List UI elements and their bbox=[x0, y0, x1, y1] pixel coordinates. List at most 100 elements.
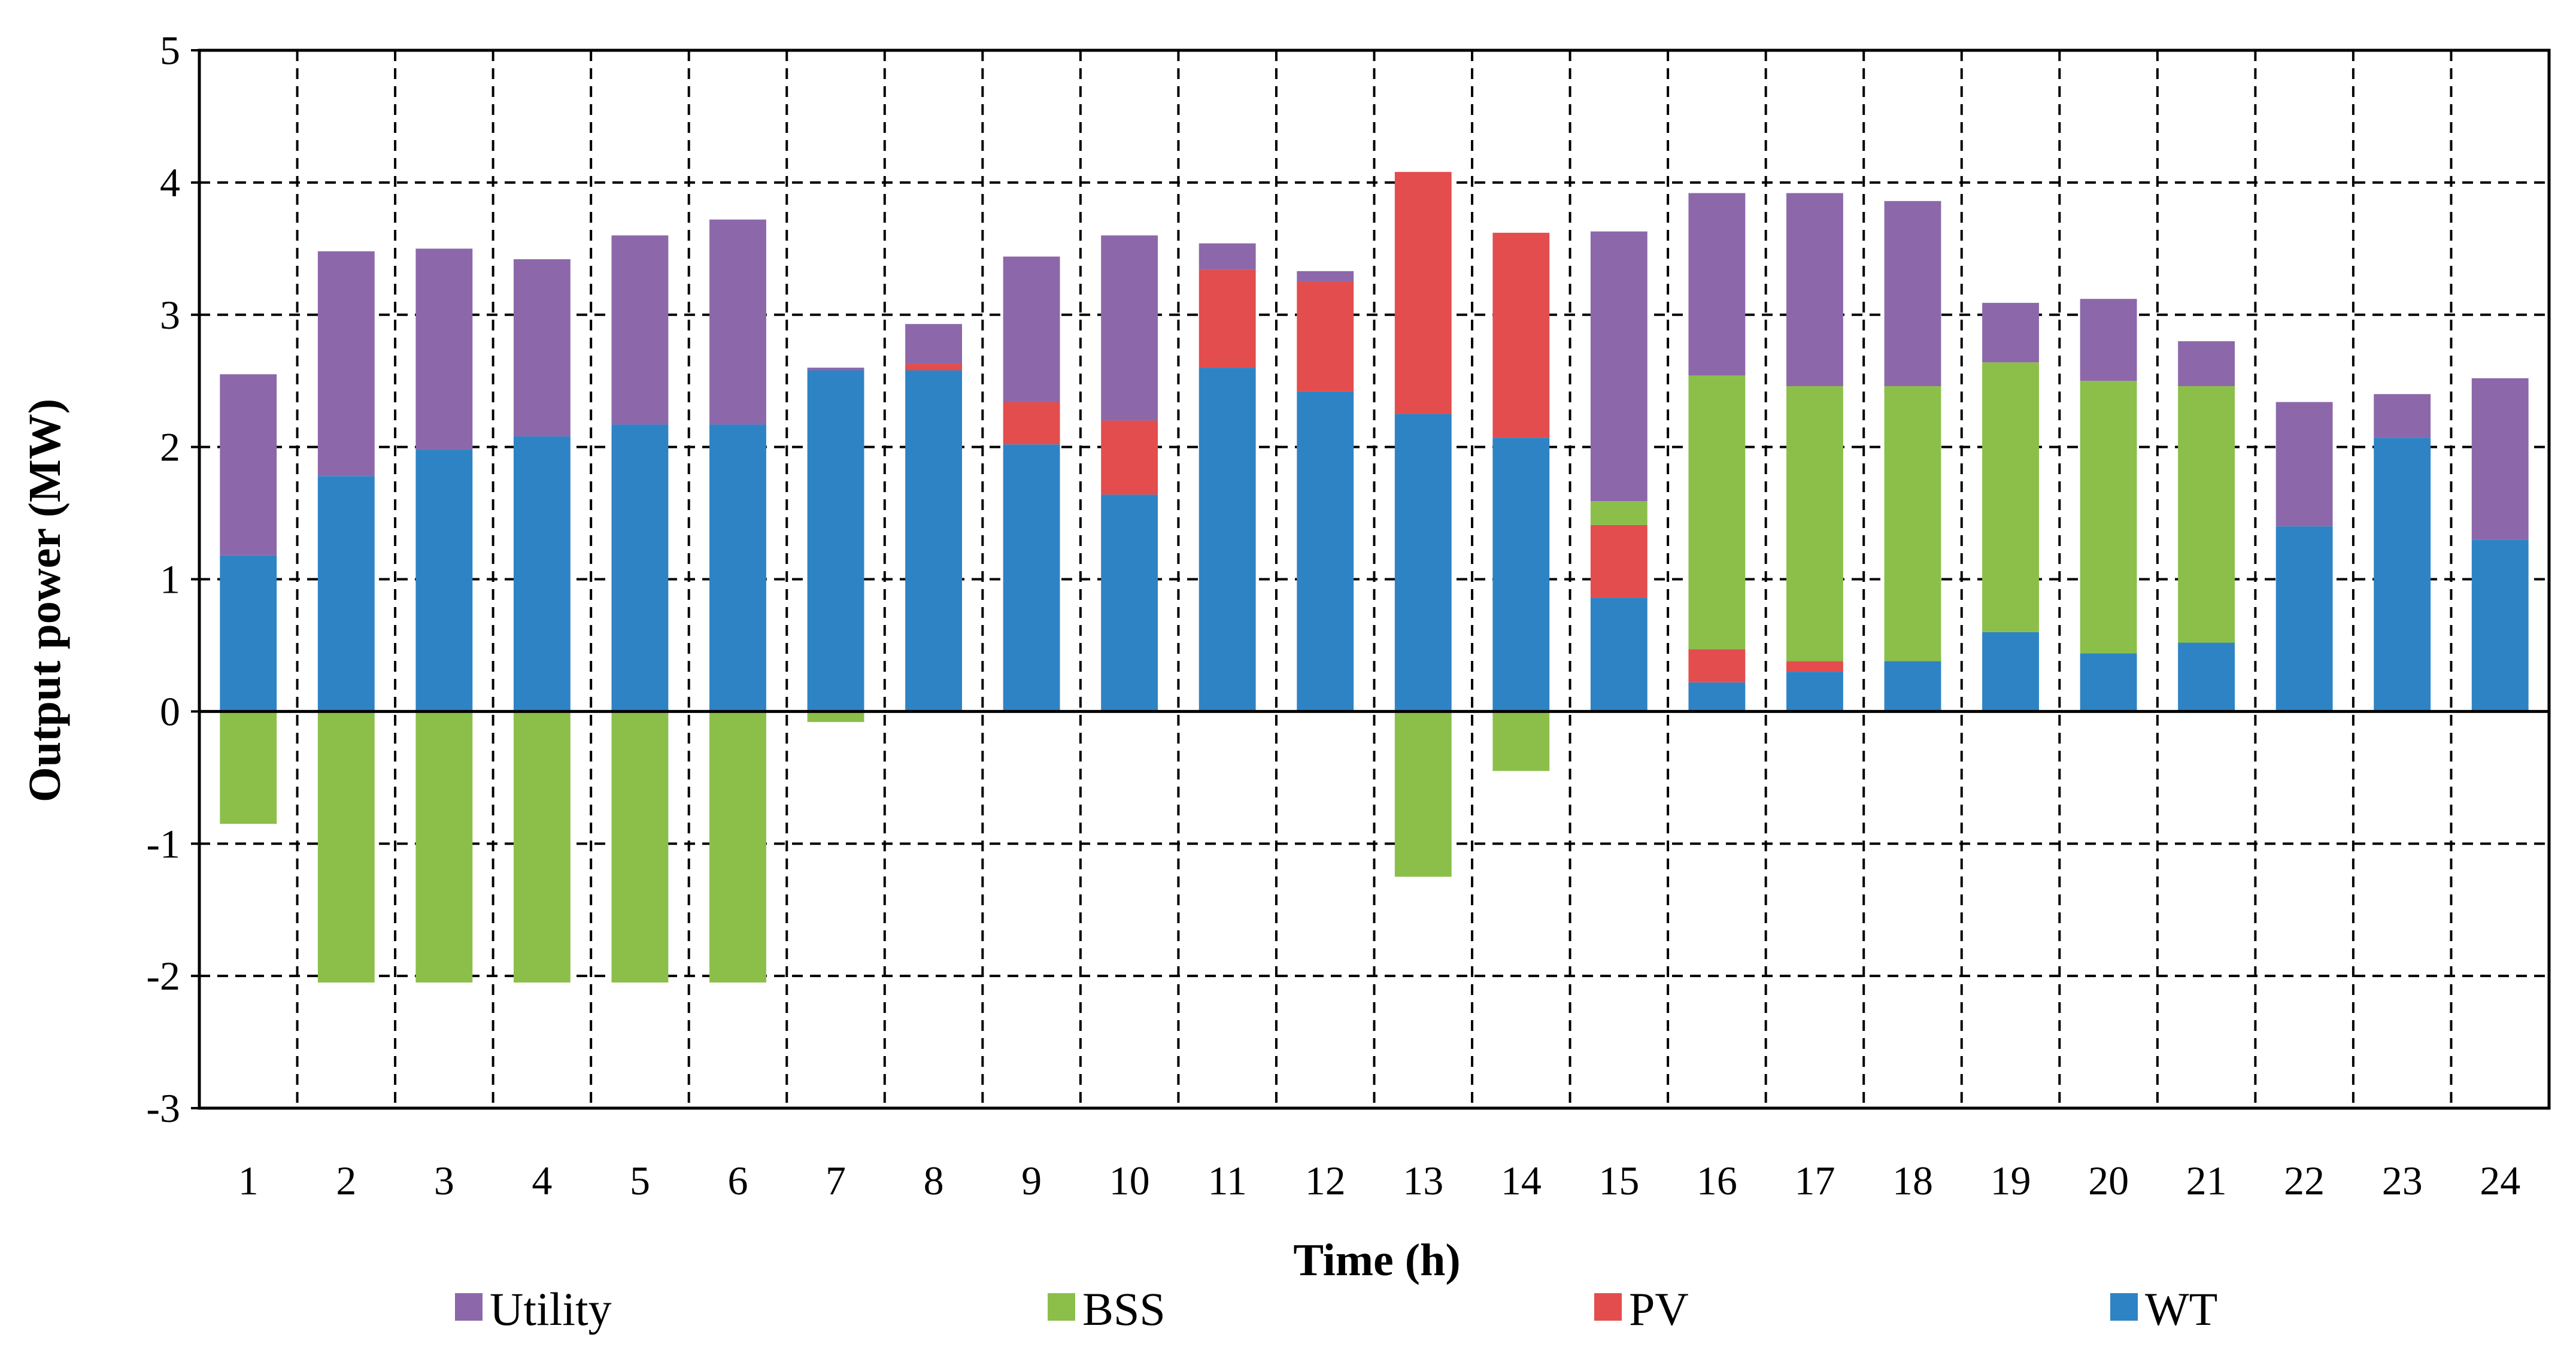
legend-label-wt: WT bbox=[2145, 1283, 2217, 1335]
bar-utility-h16 bbox=[1688, 193, 1746, 376]
bar-bss-h2 bbox=[317, 711, 375, 983]
x-tick-label: 11 bbox=[1207, 1158, 1246, 1203]
bars-layer bbox=[220, 172, 2529, 983]
bar-wt-h16 bbox=[1688, 682, 1746, 712]
bar-wt-h22 bbox=[2275, 526, 2333, 712]
bar-pv-h8 bbox=[905, 363, 962, 371]
bar-utility-h1 bbox=[220, 374, 277, 556]
bar-wt-h5 bbox=[611, 424, 669, 712]
y-tick-label: 3 bbox=[160, 292, 180, 338]
bar-pv-h15 bbox=[1590, 524, 1647, 598]
bar-bss-h1 bbox=[220, 711, 277, 824]
x-tick-label: 8 bbox=[924, 1158, 944, 1203]
bar-utility-h22 bbox=[2275, 402, 2333, 527]
bar-bss-h17 bbox=[1786, 386, 1843, 662]
bar-utility-h2 bbox=[317, 251, 375, 477]
bar-wt-h4 bbox=[513, 436, 571, 712]
bar-utility-h17 bbox=[1786, 193, 1843, 387]
bar-wt-h17 bbox=[1786, 672, 1843, 712]
bar-bss-h19 bbox=[1982, 362, 2039, 632]
y-tick-label: 4 bbox=[160, 160, 180, 205]
bar-wt-h9 bbox=[1003, 444, 1060, 712]
bar-utility-h21 bbox=[2178, 341, 2235, 387]
y-tick-label: 5 bbox=[160, 28, 180, 73]
bar-wt-h18 bbox=[1884, 661, 1941, 712]
y-tick-label: -1 bbox=[146, 821, 180, 866]
bar-pv-h9 bbox=[1003, 402, 1060, 445]
y-tick-label: -2 bbox=[146, 953, 180, 999]
legend-label-pv: PV bbox=[1629, 1283, 1689, 1335]
x-tick-label: 15 bbox=[1598, 1158, 1639, 1203]
y-tick-label: 0 bbox=[160, 688, 180, 734]
bar-wt-h6 bbox=[709, 424, 766, 712]
bar-wt-h24 bbox=[2471, 539, 2529, 712]
bar-utility-h24 bbox=[2471, 378, 2529, 540]
legend-swatch-bss bbox=[1048, 1293, 1075, 1321]
bar-utility-h18 bbox=[1884, 201, 1941, 387]
bar-wt-h7 bbox=[807, 370, 864, 712]
bar-wt-h19 bbox=[1982, 632, 2039, 712]
legend-item-bss: BSS bbox=[1048, 1283, 1166, 1335]
x-tick-label: 22 bbox=[2284, 1158, 2325, 1203]
x-tick-label: 19 bbox=[1991, 1158, 2031, 1203]
x-tick-label: 16 bbox=[1697, 1158, 1737, 1203]
axes-layer bbox=[191, 48, 2551, 1110]
y-axis-title: Output power (MW) bbox=[20, 399, 70, 802]
bar-wt-h1 bbox=[220, 555, 277, 712]
bar-wt-h14 bbox=[1492, 438, 1550, 712]
bar-utility-h4 bbox=[513, 259, 571, 436]
y-tick-label: 2 bbox=[160, 424, 180, 470]
bar-utility-h3 bbox=[415, 248, 473, 450]
x-tick-label: 12 bbox=[1305, 1158, 1346, 1203]
bar-pv-h14 bbox=[1492, 232, 1550, 438]
legend-swatch-utility bbox=[455, 1293, 483, 1321]
bar-wt-h13 bbox=[1394, 414, 1452, 712]
x-tick-label: 17 bbox=[1794, 1158, 1835, 1203]
bar-wt-h2 bbox=[317, 476, 375, 712]
legend-item-wt: WT bbox=[2110, 1283, 2217, 1335]
bar-bss-h21 bbox=[2178, 386, 2235, 643]
legend-item-utility: Utility bbox=[455, 1283, 612, 1335]
x-tick-label: 24 bbox=[2480, 1158, 2520, 1203]
x-tick-label: 5 bbox=[630, 1158, 650, 1203]
bar-wt-h20 bbox=[2080, 653, 2137, 712]
bar-pv-h17 bbox=[1786, 661, 1843, 672]
bar-wt-h10 bbox=[1101, 495, 1158, 712]
bar-utility-h5 bbox=[611, 235, 669, 425]
bar-utility-h8 bbox=[905, 324, 962, 364]
bar-wt-h8 bbox=[905, 370, 962, 712]
y-tick-label: 1 bbox=[160, 557, 180, 602]
legend-item-pv: PV bbox=[1594, 1283, 1689, 1335]
y-tick-label: -3 bbox=[146, 1085, 180, 1131]
legend-swatch-pv bbox=[1594, 1293, 1622, 1321]
bar-utility-h6 bbox=[709, 219, 766, 425]
bar-utility-h23 bbox=[2374, 394, 2431, 438]
x-tick-label: 3 bbox=[434, 1158, 454, 1203]
x-tick-label: 18 bbox=[1892, 1158, 1933, 1203]
bar-wt-h11 bbox=[1199, 368, 1256, 712]
legend-label-utility: Utility bbox=[490, 1283, 612, 1335]
bar-utility-h12 bbox=[1297, 271, 1354, 282]
bar-bss-h15 bbox=[1590, 501, 1647, 525]
x-tick-label: 23 bbox=[2382, 1158, 2423, 1203]
bar-pv-h16 bbox=[1688, 649, 1746, 682]
x-tick-label: 1 bbox=[238, 1158, 259, 1203]
bar-wt-h15 bbox=[1590, 597, 1647, 712]
bar-wt-h23 bbox=[2374, 438, 2431, 712]
bar-utility-h11 bbox=[1199, 243, 1256, 270]
bar-wt-h3 bbox=[415, 450, 473, 712]
bar-utility-h7 bbox=[807, 368, 864, 371]
x-tick-label: 20 bbox=[2088, 1158, 2129, 1203]
bar-wt-h12 bbox=[1297, 391, 1354, 712]
y-tick-labels: 5 4 3 2 1 0 -1 -2 -3 bbox=[146, 28, 180, 1131]
bar-bss-h14 bbox=[1492, 711, 1550, 771]
x-tick-label: 10 bbox=[1109, 1158, 1150, 1203]
legend: Utility BSS PV WT bbox=[455, 1283, 2217, 1335]
bar-utility-h10 bbox=[1101, 235, 1158, 421]
bar-wt-h21 bbox=[2178, 642, 2235, 712]
bar-utility-h20 bbox=[2080, 299, 2137, 381]
x-tick-label: 2 bbox=[336, 1158, 356, 1203]
bar-bss-h5 bbox=[611, 711, 669, 983]
x-tick-label: 9 bbox=[1021, 1158, 1042, 1203]
